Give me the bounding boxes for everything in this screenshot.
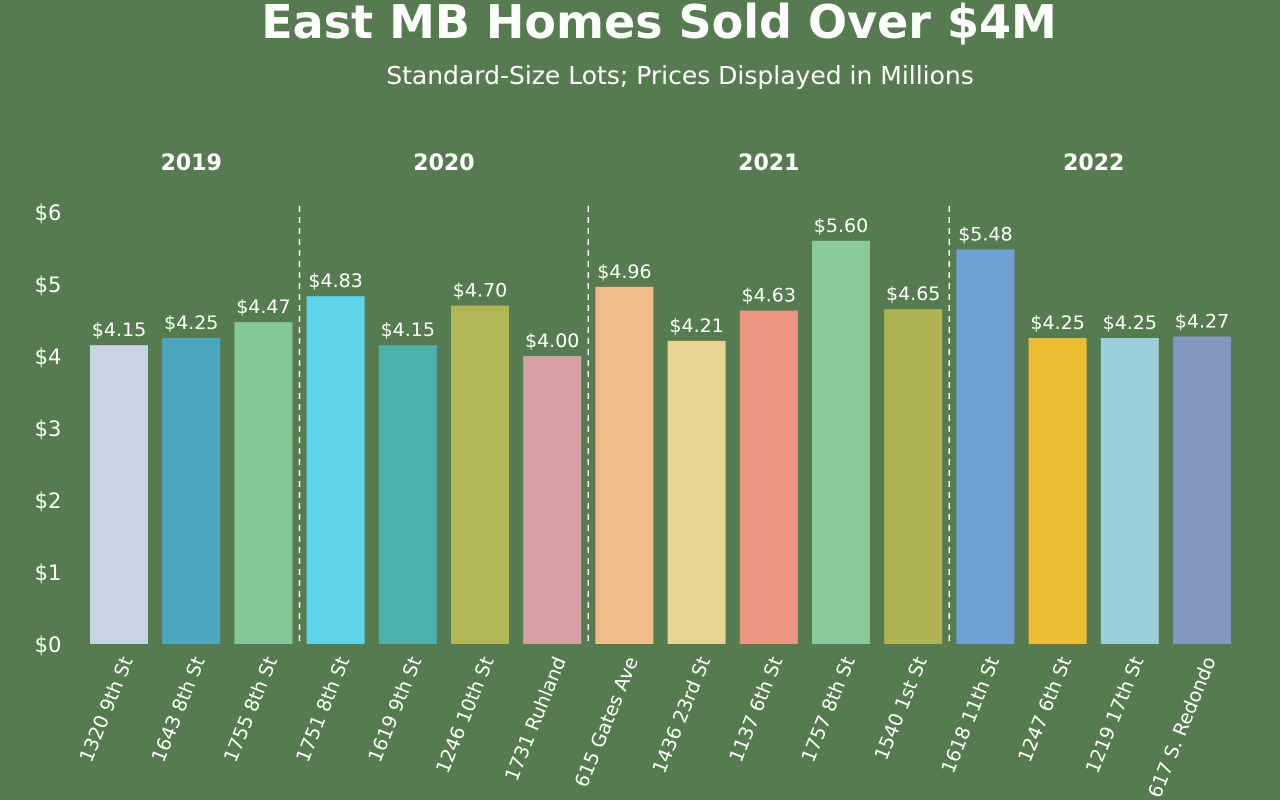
x-tick-label: 1731 Ruhland	[501, 654, 571, 784]
bar	[306, 296, 365, 644]
year-group-labels: 2019 2020 2021 2022	[161, 151, 1125, 176]
bar-value-label: $4.83	[308, 270, 362, 292]
bar	[1028, 338, 1087, 644]
bar-value-label: $4.15	[381, 319, 435, 341]
x-tick-label: 1755 8th St	[220, 654, 282, 766]
chart-title: East MB Homes Sold Over $4M	[261, 0, 1057, 49]
bar	[595, 286, 654, 644]
bar-value-label: $4.15	[92, 319, 146, 341]
bar-value-label: $4.47	[236, 296, 290, 318]
x-axis-labels: 1320 9th St 1643 8th St 1755 8th St 1751 8t…	[75, 654, 1220, 800]
x-tick-label: 1436 23rd St	[649, 654, 716, 777]
bar	[956, 249, 1015, 644]
bar-value-label: $4.96	[597, 261, 651, 283]
x-tick-label: 1320 9th St	[75, 654, 137, 766]
bar-value-label: $4.25	[1103, 312, 1157, 334]
y-tick-label: $2	[35, 489, 62, 513]
bar-value-label: $4.25	[164, 312, 218, 334]
y-axis: $0 $1 $2 $3 $4 $5 $6	[35, 201, 62, 657]
bar	[1100, 338, 1159, 644]
x-tick-label: 1619 9th St	[364, 654, 426, 766]
x-tick-label: 615 Gates Ave	[571, 654, 643, 791]
bar	[667, 340, 726, 644]
bar-value-label: $4.00	[525, 330, 579, 352]
x-tick-label: 1618 11th St	[937, 654, 1004, 777]
bar-value-label: $4.65	[886, 283, 940, 305]
bars	[90, 240, 1231, 645]
x-tick-label: 1137 6th St	[725, 654, 787, 766]
y-tick-label: $0	[35, 633, 62, 657]
bar-value-label: $4.70	[453, 280, 507, 302]
x-tick-label: 1219 17th St	[1082, 654, 1149, 777]
year-group-label: 2022	[1063, 151, 1124, 176]
bar	[162, 338, 221, 644]
bar	[451, 305, 509, 644]
value-labels: $4.15 $4.25 $4.47 $4.83 $4.15 $4.70 $4.00 $4.96…	[92, 215, 1229, 352]
bar	[884, 309, 943, 644]
x-tick-label: 1247 6th St	[1014, 654, 1076, 766]
bar	[739, 310, 798, 644]
y-tick-label: $4	[35, 345, 62, 369]
bar	[234, 322, 293, 644]
bar	[812, 240, 870, 645]
x-tick-label: 617 S. Redondo	[1144, 654, 1221, 800]
bar	[523, 356, 582, 644]
x-tick-label: 1246 10th St	[432, 654, 499, 777]
bar	[1173, 336, 1231, 644]
bar-value-label: $4.27	[1175, 311, 1229, 333]
chart-subtitle: Standard-Size Lots; Prices Displayed in …	[386, 61, 974, 90]
bar	[378, 345, 437, 644]
x-tick-label: 1751 8th St	[292, 654, 354, 766]
y-tick-label: $6	[35, 201, 62, 225]
y-tick-label: $5	[35, 273, 62, 297]
bar-value-label: $4.21	[669, 315, 723, 337]
y-tick-label: $3	[35, 417, 62, 441]
bar-value-label: $4.63	[742, 285, 796, 307]
bar-value-label: $5.60	[814, 215, 868, 237]
year-separators	[298, 206, 951, 644]
bar-value-label: $4.25	[1030, 312, 1084, 334]
year-group-label: 2021	[738, 151, 799, 176]
year-group-label: 2020	[413, 151, 474, 176]
bar-value-label: $5.48	[958, 223, 1012, 245]
x-tick-label: 1757 8th St	[797, 654, 859, 766]
x-tick-label: 1540 1st St	[870, 654, 931, 764]
bar	[90, 345, 148, 644]
y-tick-label: $1	[35, 561, 62, 585]
x-tick-label: 1643 8th St	[148, 654, 210, 766]
year-group-label: 2019	[161, 151, 222, 176]
